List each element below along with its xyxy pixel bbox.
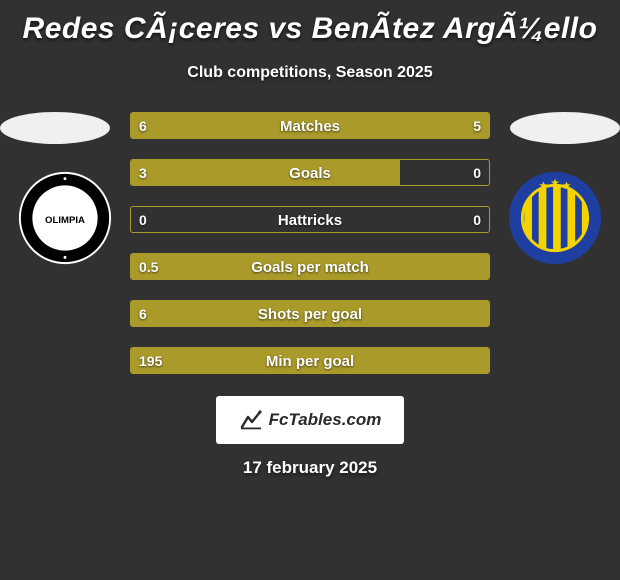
stat-row: 0Hattricks0 bbox=[130, 206, 490, 233]
fctables-icon bbox=[239, 408, 263, 432]
subtitle: Club competitions, Season 2025 bbox=[187, 64, 432, 82]
fctables-label: FcTables.com bbox=[269, 410, 382, 430]
stat-value-right: 5 bbox=[465, 113, 489, 138]
right-club-logo bbox=[507, 170, 603, 266]
stat-value-right bbox=[473, 254, 489, 279]
stat-label: Goals per match bbox=[131, 254, 489, 279]
page-title: Redes CÃ¡ceres vs BenÃ­tez ArgÃ¼ello bbox=[23, 12, 598, 46]
stat-label: Min per goal bbox=[131, 348, 489, 373]
stat-value-right bbox=[473, 348, 489, 373]
stat-value-right: 0 bbox=[465, 207, 489, 232]
stat-label: Hattricks bbox=[131, 207, 489, 232]
left-player-placeholder bbox=[0, 112, 110, 144]
comparison-card: Redes CÃ¡ceres vs BenÃ­tez ArgÃ¼ello Clu… bbox=[0, 0, 620, 478]
stat-row: 6Shots per goal bbox=[130, 300, 490, 327]
body-row: OLIMPIA 6Matches53Goals00Hattricks00.5Go… bbox=[0, 112, 620, 374]
fctables-badge[interactable]: FcTables.com bbox=[216, 396, 404, 444]
stat-label: Goals bbox=[131, 160, 489, 185]
stat-row: 0.5Goals per match bbox=[130, 253, 490, 280]
stat-label: Matches bbox=[131, 113, 489, 138]
stat-value-right: 0 bbox=[465, 160, 489, 185]
stat-value-right bbox=[473, 301, 489, 326]
svg-text:OLIMPIA: OLIMPIA bbox=[45, 215, 85, 226]
left-side: OLIMPIA bbox=[0, 112, 130, 266]
right-player-placeholder bbox=[510, 112, 620, 144]
left-club-logo: OLIMPIA bbox=[17, 170, 113, 266]
stat-row: 3Goals0 bbox=[130, 159, 490, 186]
stats-bars: 6Matches53Goals00Hattricks00.5Goals per … bbox=[130, 112, 490, 374]
right-side bbox=[490, 112, 620, 266]
stat-row: 195Min per goal bbox=[130, 347, 490, 374]
date: 17 february 2025 bbox=[243, 458, 377, 478]
stat-label: Shots per goal bbox=[131, 301, 489, 326]
stat-row: 6Matches5 bbox=[130, 112, 490, 139]
